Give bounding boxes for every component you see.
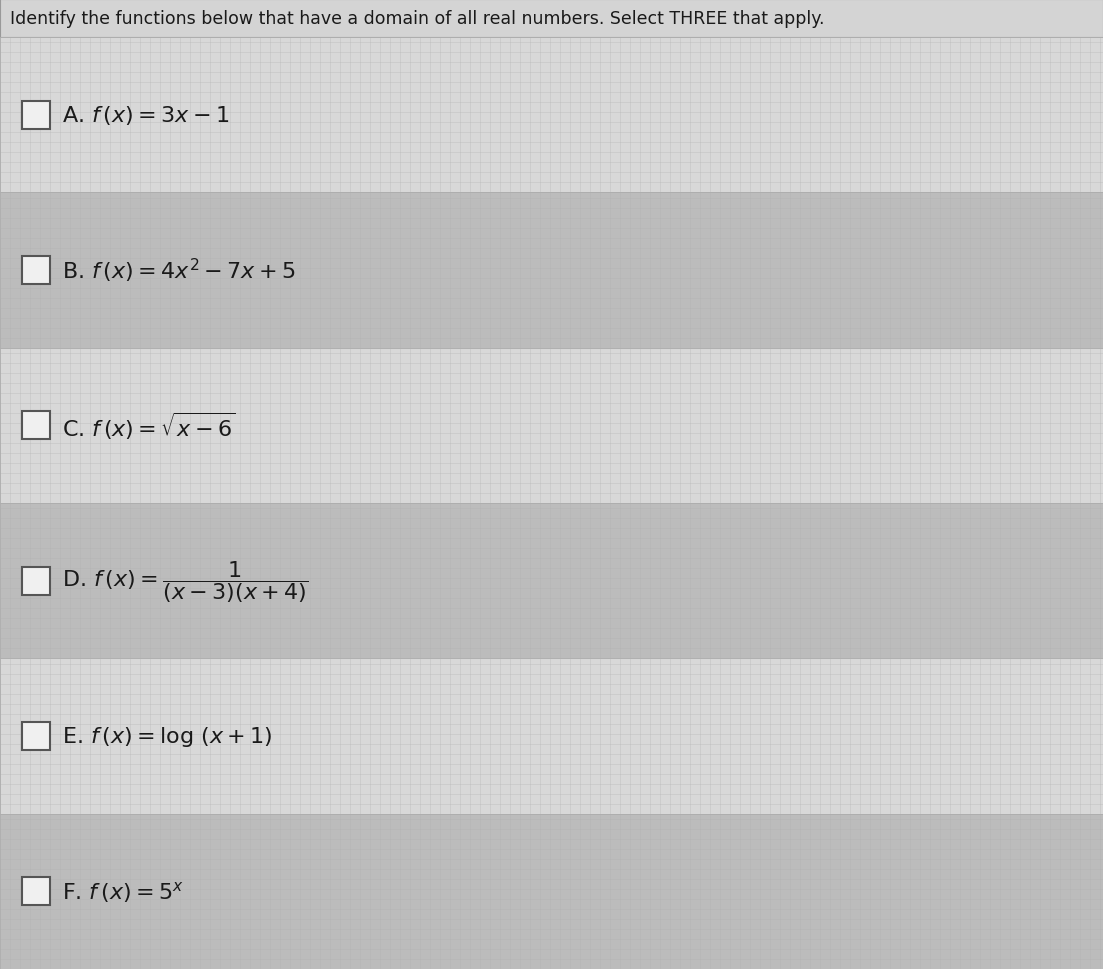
Bar bbox=[0, 0, 1103, 38]
Bar bbox=[0, 659, 1103, 814]
Bar bbox=[22, 877, 50, 905]
Bar bbox=[0, 348, 1103, 504]
Bar bbox=[22, 102, 50, 130]
Bar bbox=[22, 722, 50, 750]
Text: E. $f\,(x) = \log\,(x + 1)$: E. $f\,(x) = \log\,(x + 1)$ bbox=[62, 724, 272, 748]
Bar bbox=[22, 412, 50, 440]
Bar bbox=[0, 814, 1103, 969]
Text: B. $f\,(x) = 4x^2 - 7x + 5$: B. $f\,(x) = 4x^2 - 7x + 5$ bbox=[62, 257, 296, 285]
Text: Identify the functions below that have a domain of all real numbers. Select THRE: Identify the functions below that have a… bbox=[10, 10, 825, 28]
Bar bbox=[0, 38, 1103, 193]
Bar bbox=[22, 567, 50, 595]
Bar bbox=[0, 504, 1103, 659]
Bar bbox=[22, 257, 50, 285]
Text: C. $f\,(x) = \sqrt{x - 6}$: C. $f\,(x) = \sqrt{x - 6}$ bbox=[62, 410, 236, 442]
Text: D. $f\,(x) = \dfrac{1}{(x-3)(x+4)}$: D. $f\,(x) = \dfrac{1}{(x-3)(x+4)}$ bbox=[62, 558, 309, 604]
Text: F. $f\,(x) = 5^x$: F. $f\,(x) = 5^x$ bbox=[62, 879, 184, 904]
Text: A. $f\,(x) = 3x - 1$: A. $f\,(x) = 3x - 1$ bbox=[62, 104, 229, 127]
Bar bbox=[0, 193, 1103, 348]
